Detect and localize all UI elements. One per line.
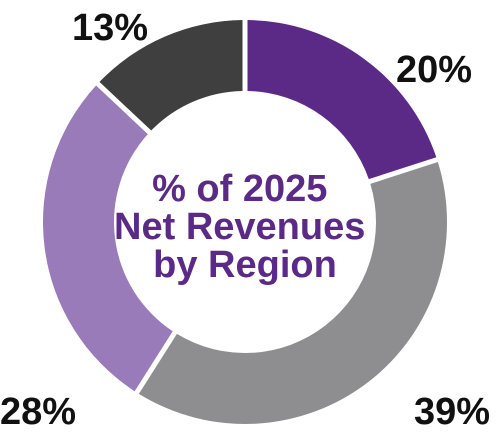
donut-slice-4 (99, 20, 243, 131)
donut-slice-3 (42, 85, 173, 392)
donut-slice-2 (138, 161, 447, 424)
chart-title-line-2: Net Revenues (114, 206, 365, 248)
slice-labels: 20% 39% 28% 13% (0, 7, 490, 433)
slice-label-2: 39% (414, 391, 490, 433)
chart-title: % of 2025 Net Revenues by Region (114, 168, 376, 286)
slice-label-3: 28% (0, 391, 76, 433)
donut-slices (42, 20, 447, 424)
donut-slice-1 (247, 20, 437, 180)
chart-title-line-1: % of 2025 (152, 168, 327, 210)
slice-label-4: 13% (72, 7, 148, 49)
chart-title-line-3: by Region (153, 244, 337, 286)
slice-label-1: 20% (396, 49, 472, 91)
